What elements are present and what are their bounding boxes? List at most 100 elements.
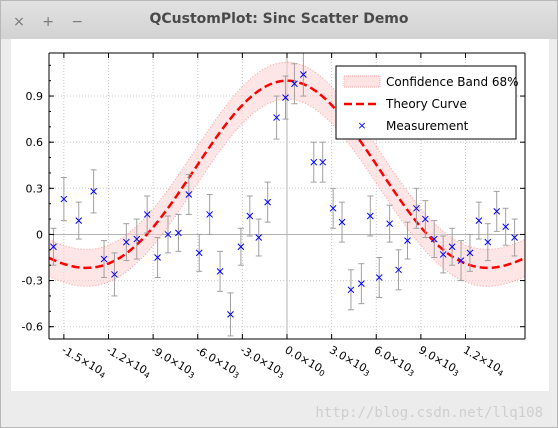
y-tick-label: -0.3 [22,275,43,288]
measurement-point [175,229,182,237]
y-tick-label: -0.6 [22,321,43,334]
x-tick-mantissa: -1.5×10 [59,343,104,377]
measurement-cross [319,158,327,166]
x-tick-mantissa: 6.0×10 [372,343,414,375]
measurement-point [338,218,346,226]
legend[interactable]: Confidence Band 68% Theory Curve × Measu… [335,65,519,140]
measurement-point [273,114,280,121]
measurement-cross [291,80,298,88]
measurement-point [100,255,108,263]
measurement-cross [366,212,374,220]
confidence-band-lower [48,98,526,287]
measurement-cross [386,220,393,228]
x-tick-label: -9.0×103 [148,343,198,380]
measurement-point [502,223,510,231]
measurement-point [206,211,214,218]
measurement-point [195,249,203,257]
measurement-point [50,243,57,251]
measurement-cross [206,211,214,218]
plot-canvas[interactable]: -0.6 -0.3 0 0.3 0.6 0.9 -1.5×104 -1.2×104 -9.0×1… [11,39,549,391]
measurement-point [154,254,161,261]
x-tick-mantissa: -3.0×10 [238,343,283,377]
measurement-cross [246,212,254,220]
x-tick-mantissa: 0.0×10 [283,343,325,375]
y-tick-label: 0.6 [26,136,44,149]
x-tick-exponent: 3 [276,370,285,380]
measurement-cross [475,217,483,224]
measurement-point [329,204,337,212]
x-tick-label: 0.0×100 [282,343,329,378]
measurement-point [475,217,483,224]
x-tick-exponent: 4 [142,370,151,380]
legend-swatch-band [343,75,381,88]
y-tick-label: 0.9 [26,90,44,103]
measurement-cross [154,254,161,261]
measurement-point [439,251,447,258]
measurement-cross [264,198,272,206]
measurement-cross [237,243,245,251]
measurement-point [90,188,97,195]
measurement-point [122,238,130,246]
measurement-point [484,238,492,246]
legend-label-measurement: Measurement [386,119,469,133]
x-tick-exponent: 3 [187,370,196,380]
measurement-cross [493,208,501,215]
measurement-point [75,217,83,224]
theory-curve [48,79,526,270]
x-tick-label: 6.0×103 [371,343,418,378]
measurement-cross [484,238,492,246]
measurement-point [421,215,429,223]
y-tick-label: 0.3 [26,182,44,195]
x-tick-mantissa: 1.2×10 [461,343,503,375]
measurement-cross [439,251,447,258]
measurement-cross [329,204,337,212]
measurement-cross [511,234,518,241]
measurement-cross [310,158,318,166]
measurement-cross [300,71,307,78]
measurement-point [300,71,307,78]
measurement-point [347,286,355,294]
measurement-point [143,211,151,218]
measurement-cross [466,249,474,257]
measurement-cross [50,243,57,251]
measurement-point [111,271,118,278]
maximize-icon[interactable]: + [42,14,54,30]
close-icon[interactable]: × [13,14,25,30]
measurement-cross [227,311,234,318]
x-tick-label: -6.0×103 [193,343,243,380]
measurement-cross [90,188,97,195]
measurement-cross [195,249,203,257]
sinc-scatter-chart[interactable]: -0.6-0.300.30.60.9-1.5×104-1.2×104-9.0×1… [11,39,549,391]
measurement-point [386,220,393,228]
measurement-point [310,158,318,166]
x-tick-exponent: 3 [231,370,240,380]
title-bar[interactable]: × + − QCustomPlot: Sinc Scatter Demo [1,1,557,39]
measurement-cross [100,255,108,263]
confidence-band [48,61,526,287]
measurement-cross [273,114,280,121]
measurement-cross [60,195,68,203]
measurement-point [448,243,456,251]
measurement-cross [255,234,263,241]
measurement-cross [395,266,402,274]
measurement-cross [358,280,365,287]
x-tick-mantissa: 9.0×10 [416,343,458,375]
theory-curve-line [48,79,526,270]
measurement-point [395,266,402,274]
minimize-icon[interactable]: − [71,14,84,30]
measurement-cross [164,231,172,238]
measurement-point [511,234,518,241]
measurement-cross [216,267,224,275]
x-tick-label: 3.0×103 [327,343,374,378]
x-tick-label: -1.2×104 [104,343,154,380]
measurement-cross [421,215,429,223]
measurement-cross [347,286,355,294]
measurement-point [366,212,374,220]
measurement-cross [413,204,420,212]
measurement-point [375,274,383,281]
confidence-band-upper [48,61,526,250]
measurement-cross [404,237,411,244]
x-tick-mantissa: -9.0×10 [149,343,194,377]
measurement-point [358,280,365,287]
measurement-point [216,267,224,275]
